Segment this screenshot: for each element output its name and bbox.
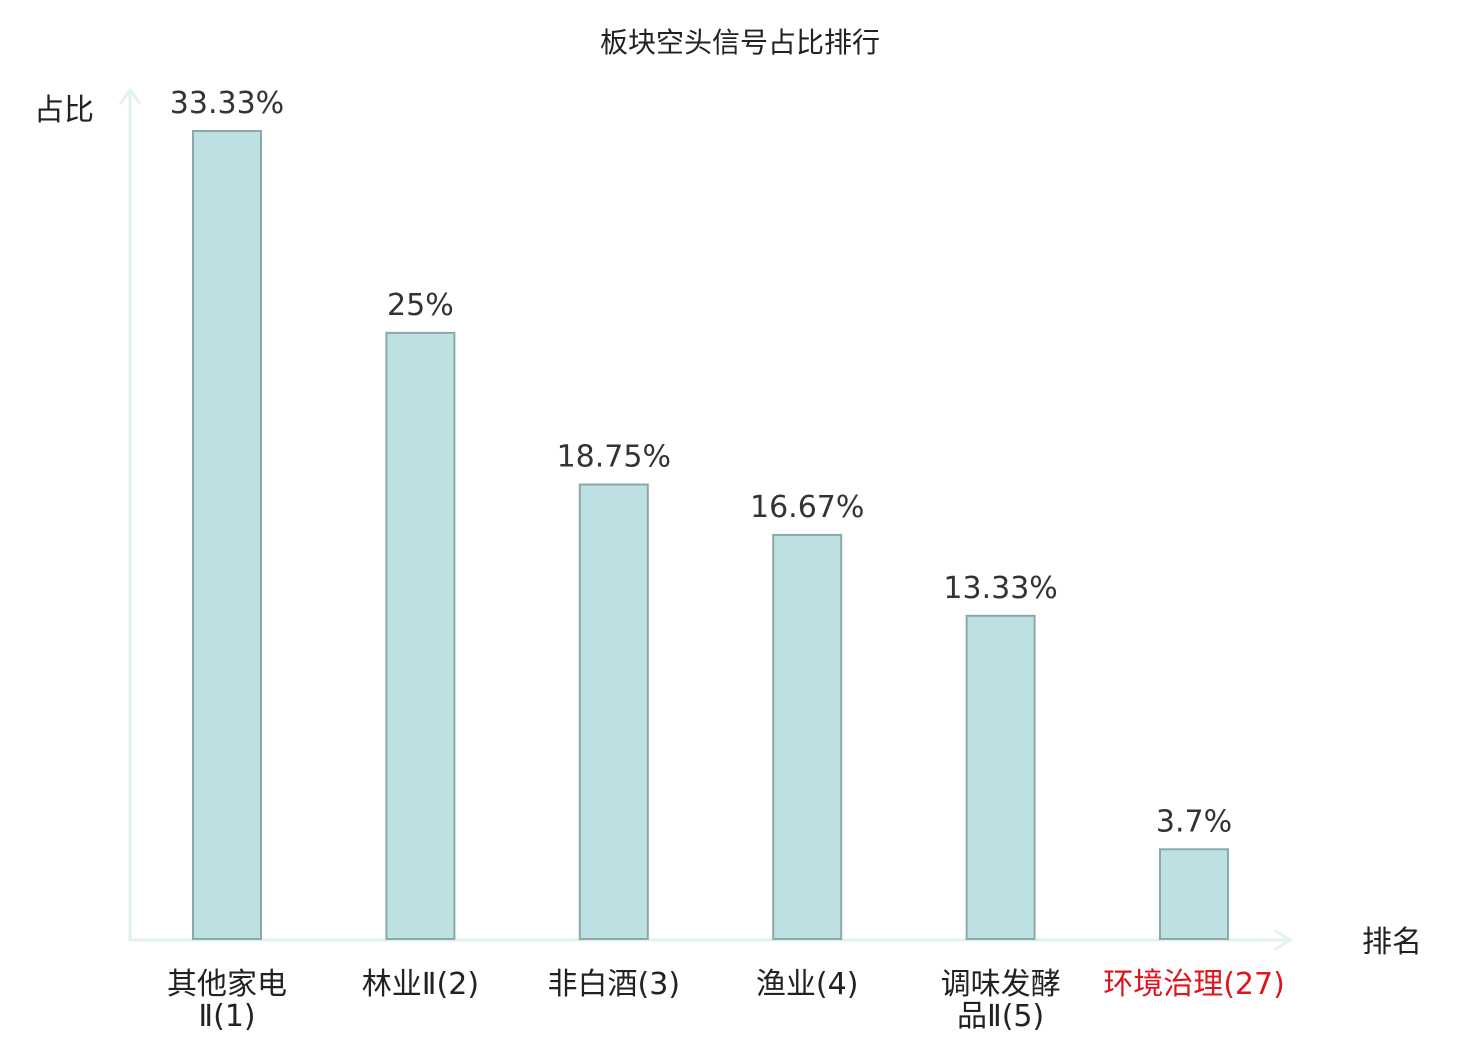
- category-label: 非白酒(3): [548, 967, 681, 1002]
- bar-value-label: 33.33%: [170, 86, 284, 121]
- bar-value-label: 3.7%: [1156, 804, 1232, 839]
- category-label-line: 品Ⅱ(5): [957, 999, 1044, 1034]
- x-axis-arrow-icon: [1273, 928, 1293, 952]
- category-label-line: 其他家电: [167, 967, 287, 1002]
- category-label-line: 环境治理(27): [1103, 967, 1285, 1002]
- category-label: 其他家电 Ⅱ(1): [167, 967, 287, 1034]
- category-label-line: Ⅱ(1): [198, 999, 255, 1034]
- category-labels: 其他家电 Ⅱ(1) 林业Ⅱ(2) 非白酒(3) 渔业(4) 调味发酵品Ⅱ(5) 环境治理(2…: [167, 967, 1285, 1034]
- category-label: 渔业(4): [756, 967, 859, 1002]
- category-label-line: 林业Ⅱ(2): [362, 967, 479, 1002]
- bars: [192, 130, 1229, 941]
- x-axis-label: 排名: [1362, 925, 1422, 960]
- category-label-line: 非白酒(3): [548, 967, 681, 1002]
- category-label: 环境治理(27): [1103, 967, 1285, 1002]
- bar: [578, 483, 649, 940]
- category-label: 林业Ⅱ(2): [362, 967, 479, 1002]
- bar: [385, 331, 456, 940]
- axes: [118, 87, 1293, 952]
- bar-value-label: 18.75%: [557, 440, 671, 475]
- chart-title: 板块空头信号占比排行: [600, 26, 880, 59]
- bar: [965, 614, 1036, 940]
- bar: [772, 533, 843, 941]
- category-label-line: 渔业(4): [756, 967, 859, 1002]
- bar-value-label: 13.33%: [943, 571, 1057, 606]
- bar-value-label: 25%: [387, 288, 454, 323]
- y-axis-label: 占比: [34, 93, 94, 128]
- value-labels: 33.33% 25% 18.75% 16.67% 13.33% 3.7%: [170, 86, 1232, 839]
- category-label-line: 调味发酵: [941, 967, 1061, 1002]
- bar: [192, 130, 262, 940]
- bar-value-label: 16.67%: [750, 490, 864, 525]
- category-label: 调味发酵品Ⅱ(5): [941, 967, 1061, 1034]
- bar: [1159, 848, 1229, 940]
- y-axis-arrow-icon: [118, 87, 142, 105]
